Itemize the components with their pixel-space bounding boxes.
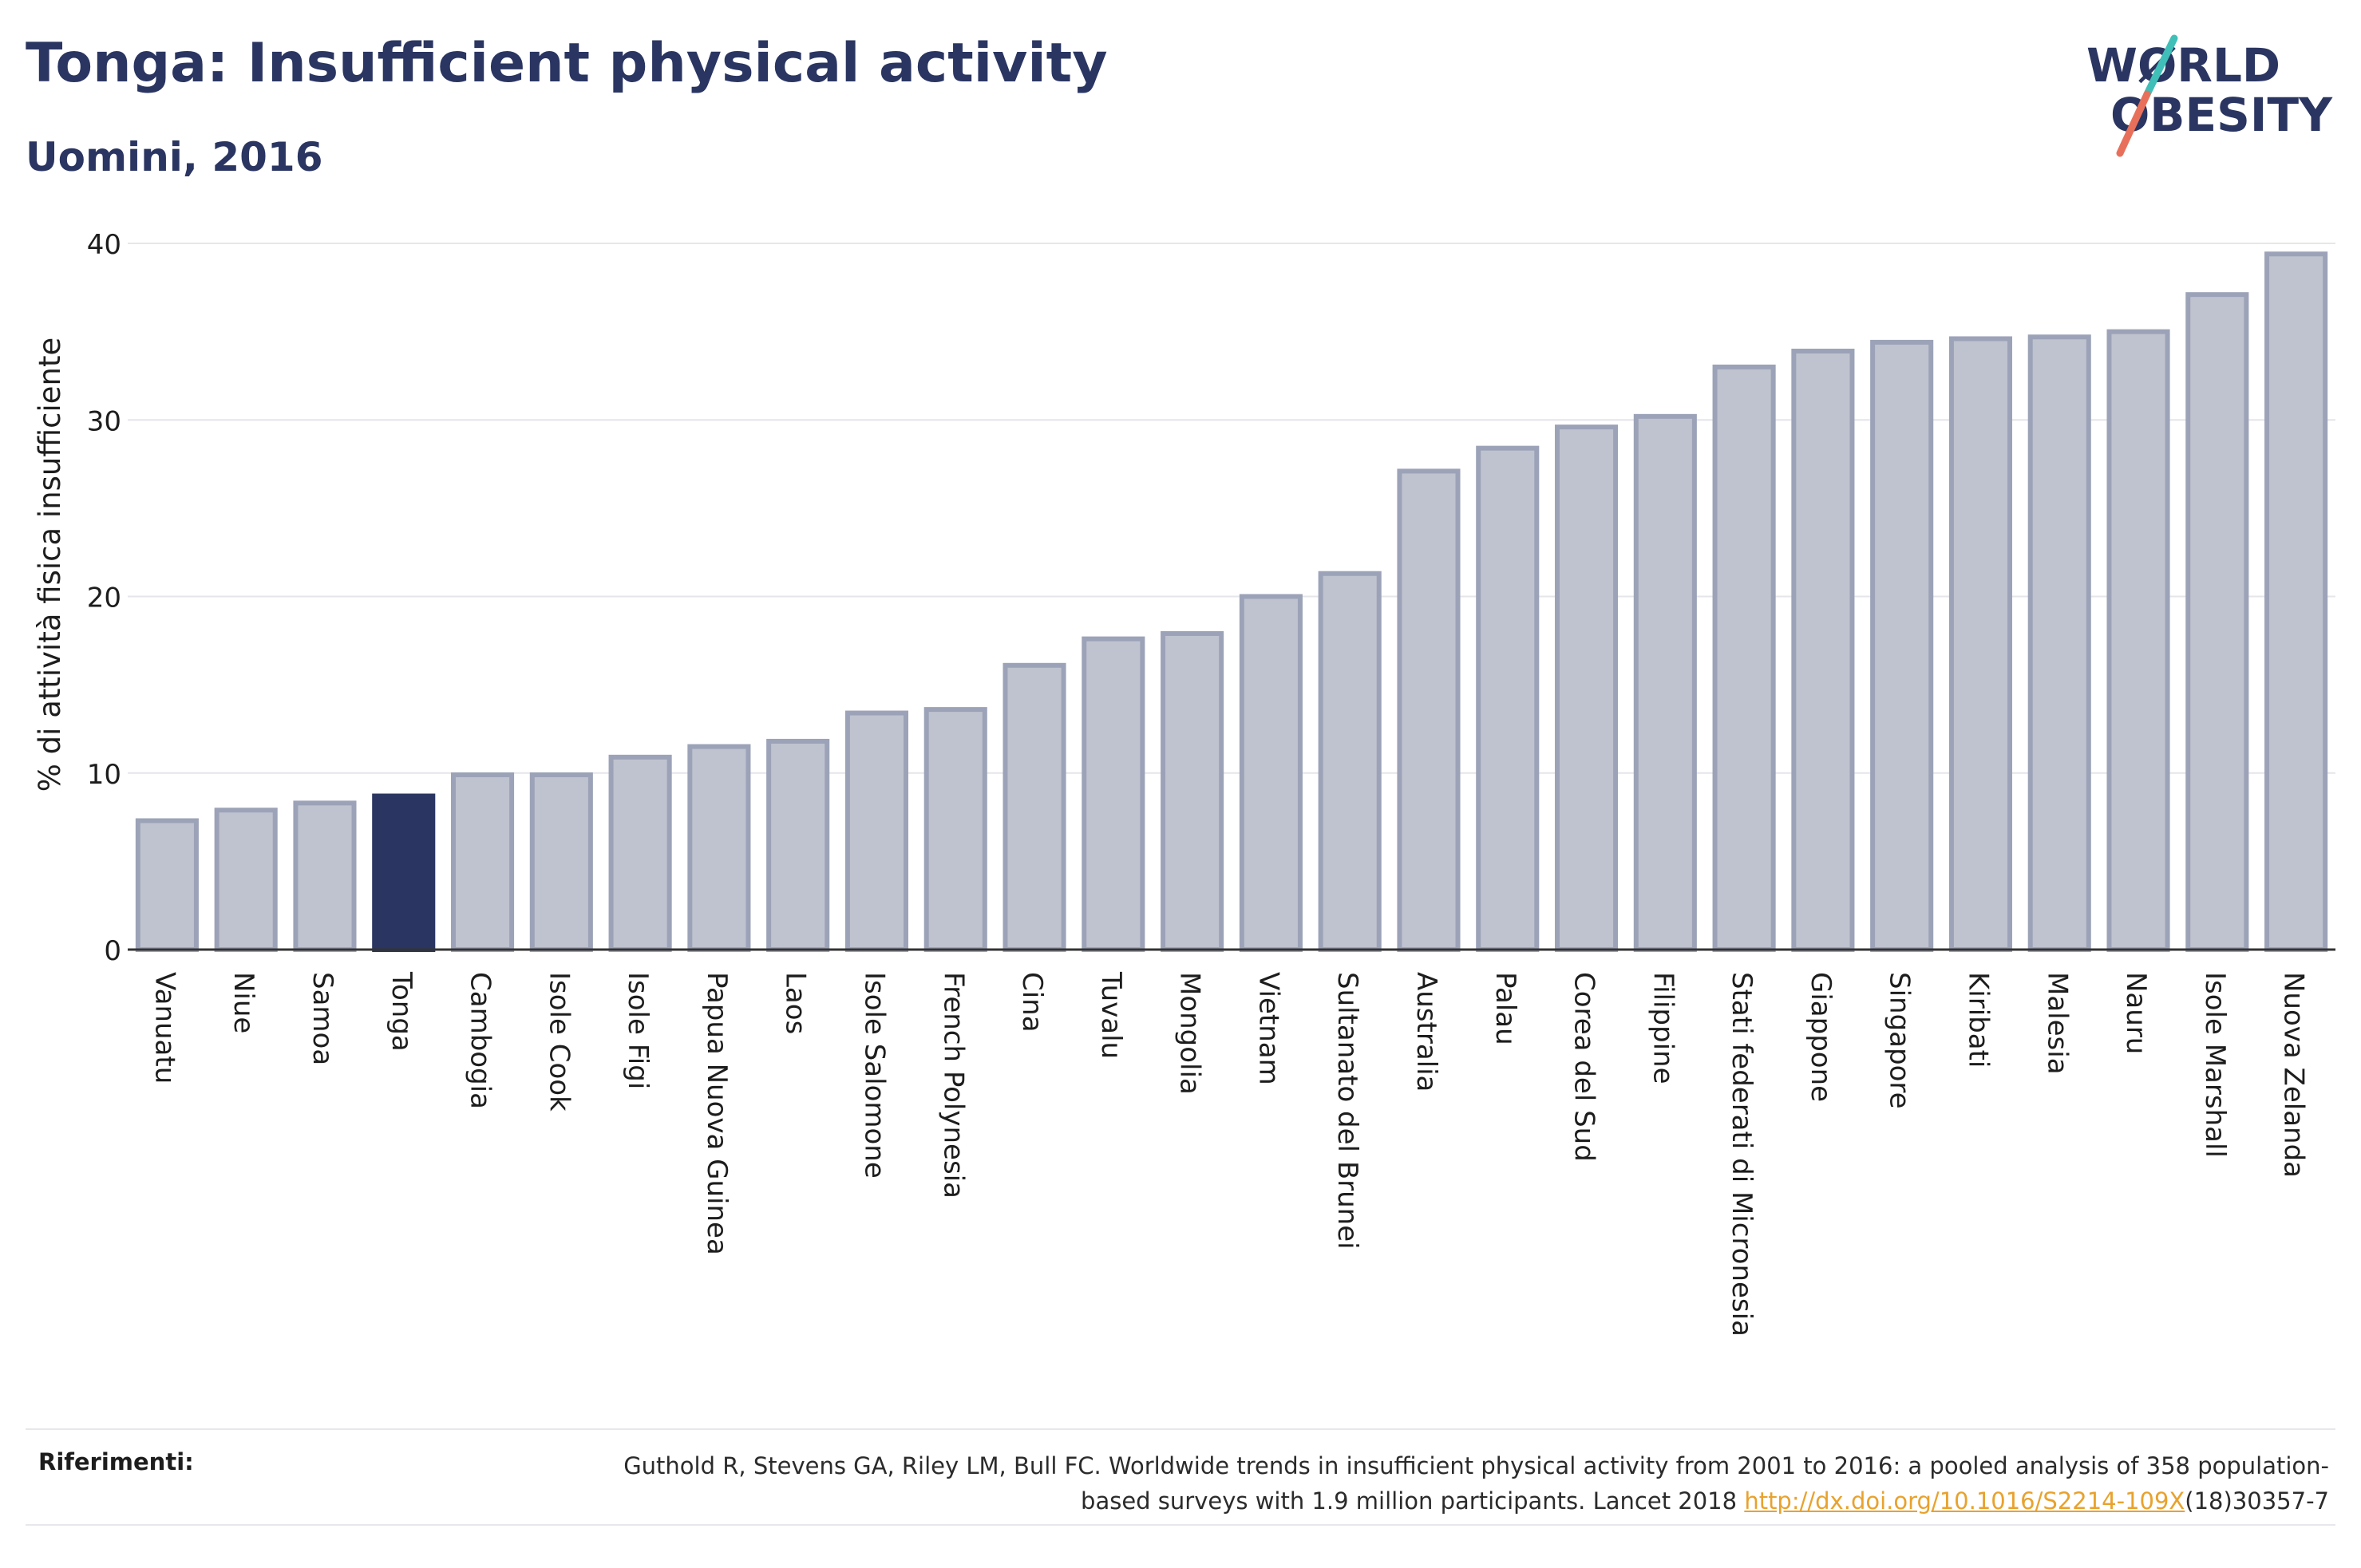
logo-slash-coral xyxy=(2116,90,2151,157)
bar-laos xyxy=(766,738,830,952)
bar-french-polynesia xyxy=(923,707,987,952)
chart-title: Tonga: Insufficient physical activity xyxy=(26,32,1108,95)
bar-papua-nuova-guinea xyxy=(687,744,751,952)
references-citation: Guthold R, Stevens GA, Riley LM, Bull FC… xyxy=(623,1452,2329,1515)
x-tick-label: Isole Figi xyxy=(622,972,654,1089)
bars xyxy=(135,251,2328,953)
logo-word-world: WØRLD xyxy=(2086,38,2280,93)
x-tick-label: Niue xyxy=(227,972,259,1033)
x-tick-label: Tonga xyxy=(386,971,417,1052)
bar-malesia xyxy=(2027,334,2091,952)
x-tick-label: Isole Marshall xyxy=(2199,972,2231,1158)
x-tick-label: Vanuatu xyxy=(148,972,180,1084)
bar-australia xyxy=(1397,468,1461,952)
bar-stati-federati-di-micronesia xyxy=(1712,364,1776,952)
x-tick-label: Isole Salomone xyxy=(858,972,890,1179)
bar-chart: 0 10 20 30 40 Vanuatu Niue Samoa Tonga Cambogia I… xyxy=(33,229,2335,1337)
bar-corea-del-sud xyxy=(1554,425,1619,952)
y-tick-label: 20 xyxy=(87,583,121,614)
x-tick-label: Tuvalu xyxy=(1095,971,1127,1059)
bar-samoa xyxy=(293,800,357,952)
x-axis-labels: Vanuatu Niue Samoa Tonga Cambogia Isole Cook I… xyxy=(148,971,2309,1337)
bar-mongolia xyxy=(1161,630,1224,953)
y-tick-label: 0 xyxy=(104,935,121,967)
x-tick-label: Samoa xyxy=(306,972,338,1065)
x-tick-label: Malesia xyxy=(2041,972,2073,1075)
x-tick-label: Cina xyxy=(1016,972,1048,1033)
bar-tuvalu xyxy=(1082,636,1145,952)
bar-isole-cook xyxy=(529,772,593,953)
x-tick-label: Palau xyxy=(1489,972,1521,1045)
x-tick-label: Nuova Zelanda xyxy=(2278,972,2310,1178)
y-tick-label: 30 xyxy=(87,405,121,437)
x-tick-label: Isole Cook xyxy=(543,972,575,1112)
chart-subtitle: Uomini, 2016 xyxy=(26,134,323,180)
bar-niue xyxy=(214,808,278,953)
references-doi-link[interactable]: http://dx.doi.org/10.1016/S2214-109X xyxy=(1744,1487,2185,1515)
world-obesity-logo: WØRLD OBESITY xyxy=(2086,34,2333,157)
references-label: Riferimenti: xyxy=(38,1448,194,1475)
y-axis-ticks: 0 10 20 30 40 xyxy=(87,229,121,967)
bar-cina xyxy=(1003,662,1066,952)
bar-filippine xyxy=(1633,413,1697,952)
bar-singapore xyxy=(1870,339,1934,952)
x-tick-label: Vietnam xyxy=(1252,972,1284,1085)
y-tick-label: 40 xyxy=(87,229,121,261)
x-tick-label: French Polynesia xyxy=(937,972,969,1199)
x-tick-label: Stati federati di Micronesia xyxy=(1726,972,1758,1337)
bar-kiribati xyxy=(1948,336,2013,953)
references-top-rule xyxy=(26,1428,2335,1430)
bar-isole-salomone xyxy=(844,710,909,953)
x-tick-label: Kiribati xyxy=(1962,972,1994,1068)
y-tick-label: 10 xyxy=(87,759,121,791)
bar-palau xyxy=(1476,445,1540,952)
y-axis-title: % di attività fisica insufficiente xyxy=(33,338,67,792)
x-tick-label: Cambogia xyxy=(465,972,496,1109)
bar-isole-marshall xyxy=(2185,292,2249,953)
bar-tonga xyxy=(372,793,436,953)
logo-slash-teal xyxy=(2143,34,2178,98)
bar-vanuatu xyxy=(135,818,199,953)
x-tick-label: Mongolia xyxy=(1174,972,1206,1095)
x-tick-label: Nauru xyxy=(2120,972,2152,1054)
bar-nauru xyxy=(2106,329,2170,952)
x-tick-label: Giappone xyxy=(1805,972,1837,1102)
x-tick-label: Corea del Sud xyxy=(1568,972,1600,1162)
x-tick-label: Sultanato del Brunei xyxy=(1331,972,1363,1250)
references-text: Guthold R, Stevens GA, Riley LM, Bull FC… xyxy=(573,1448,2329,1519)
x-tick-label: Singapore xyxy=(1884,972,1916,1109)
references-doi-suffix: (18)30357-7 xyxy=(2185,1487,2329,1515)
x-tick-label: Australia xyxy=(1410,972,1442,1092)
x-tick-label: Papua Nuova Guinea xyxy=(701,972,733,1255)
bar-vietnam xyxy=(1239,594,1303,952)
bar-nuova-zelanda xyxy=(2264,251,2328,952)
bar-isole-figi xyxy=(608,754,672,953)
x-tick-label: Laos xyxy=(780,972,812,1034)
bar-sultanato-del-brunei xyxy=(1318,571,1382,952)
references-bottom-rule xyxy=(26,1524,2335,1526)
x-tick-label: Filippine xyxy=(1647,972,1679,1084)
bar-giappone xyxy=(1791,348,1855,952)
bar-cambogia xyxy=(450,772,515,953)
